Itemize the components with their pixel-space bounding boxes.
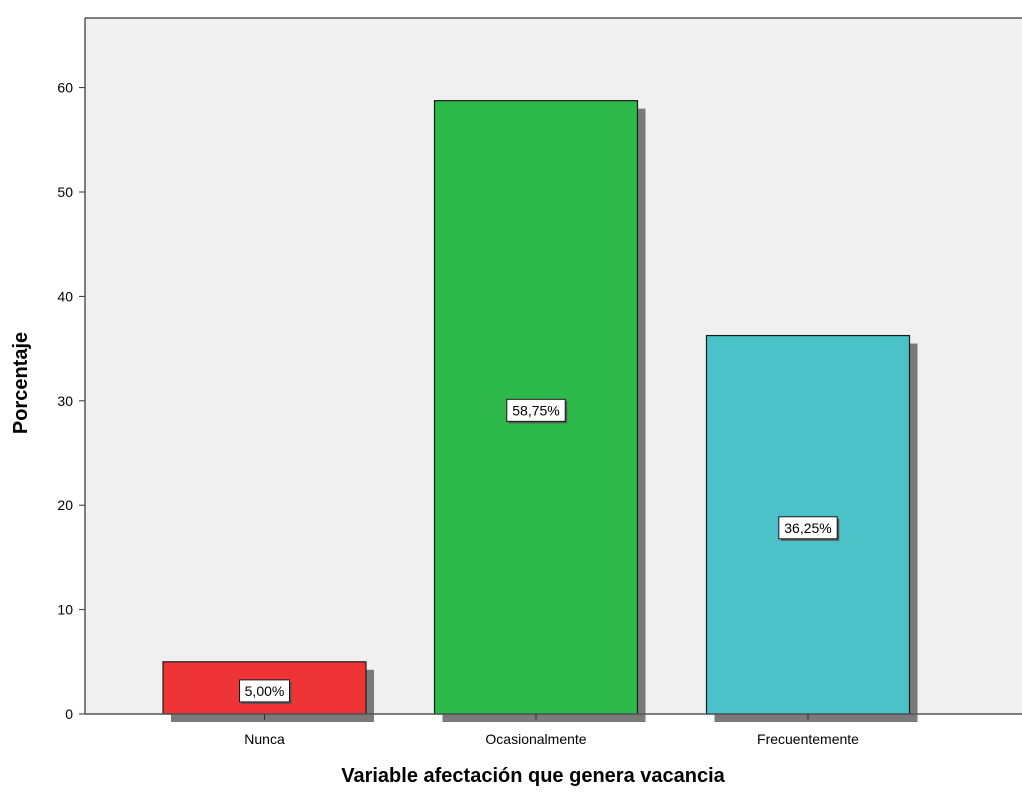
x-tick-label: Ocasionalmente <box>485 731 586 747</box>
x-tick-label: Frecuentemente <box>757 731 859 747</box>
y-tick-label: 30 <box>57 393 73 409</box>
data-label: 5,00% <box>245 683 285 699</box>
bar-frecuentemente <box>705 334 911 715</box>
y-tick-label: 20 <box>57 497 73 513</box>
x-axis-ticks: Nunca Ocasionalmente Frecuentemente <box>244 714 859 747</box>
x-tick-label: Nunca <box>244 731 285 747</box>
y-tick-label: 60 <box>57 80 73 96</box>
y-tick-label: 50 <box>57 184 73 200</box>
data-label-box <box>778 516 838 540</box>
data-labels: 5,00% 58,75% 36,25% <box>239 398 840 704</box>
x-axis-title: Variable afectación que genera vacancia <box>341 765 725 787</box>
bars <box>162 100 911 715</box>
y-axis-ticks: 0 10 20 30 40 50 60 <box>57 80 85 722</box>
y-axis-title: Porcentaje <box>10 332 32 434</box>
data-label-box <box>506 398 566 422</box>
y-tick-label: 10 <box>57 602 73 618</box>
data-label-box <box>239 679 290 703</box>
data-label: 58,75% <box>512 402 559 418</box>
y-tick-label: 0 <box>65 706 73 722</box>
data-label: 36,25% <box>784 520 831 536</box>
y-tick-label: 40 <box>57 288 73 304</box>
